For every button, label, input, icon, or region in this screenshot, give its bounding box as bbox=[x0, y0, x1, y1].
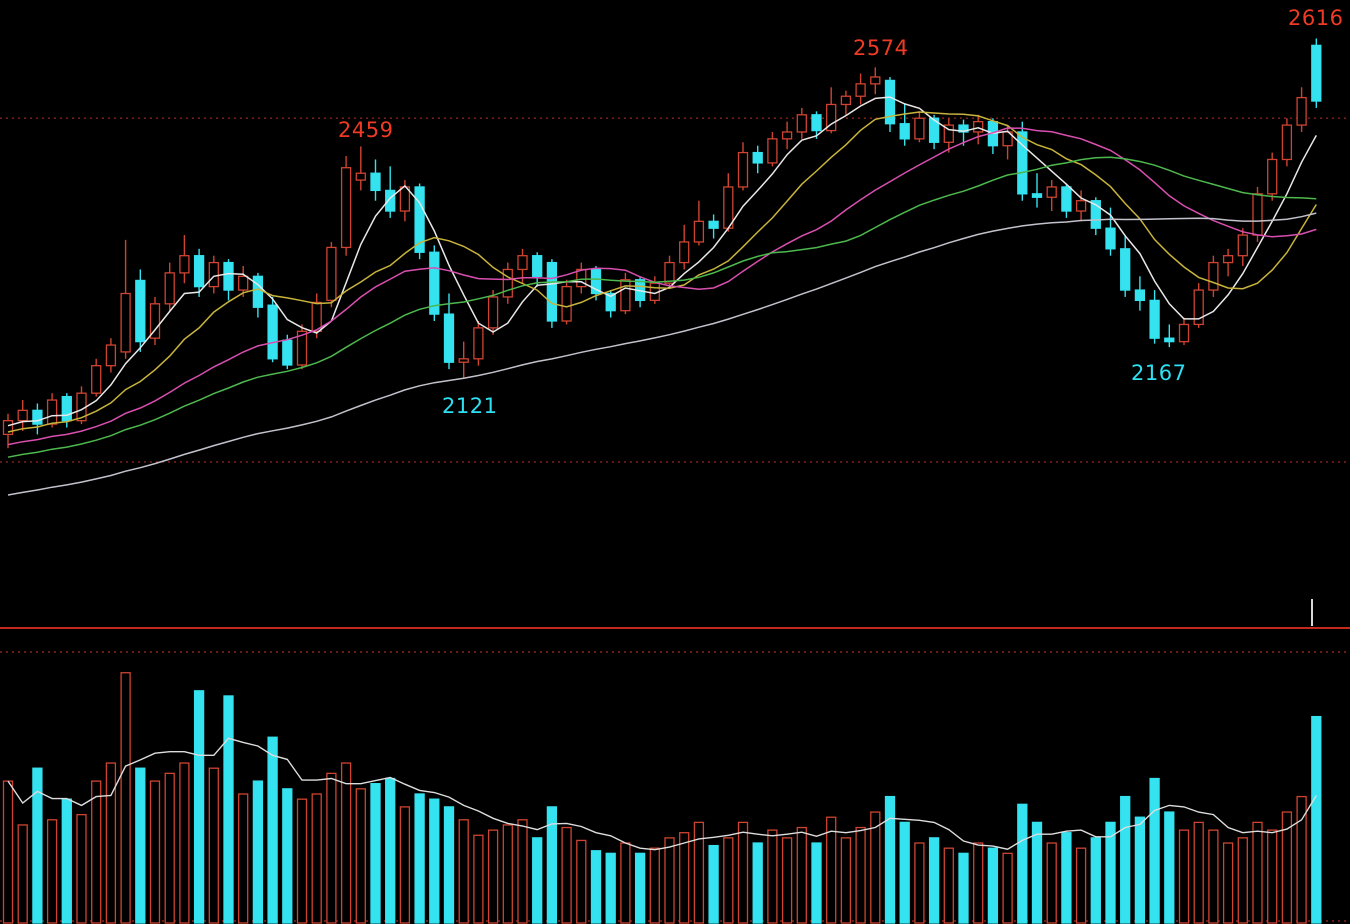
price-label-peak-2459: 2459 bbox=[338, 118, 394, 142]
price-label-low-2167: 2167 bbox=[1131, 361, 1187, 385]
ma-line-5 bbox=[7, 96, 1317, 427]
volume-ma-line bbox=[7, 737, 1317, 851]
ma-line-20 bbox=[7, 127, 1317, 446]
volume-bars bbox=[2, 672, 1322, 924]
ma-line-30 bbox=[7, 156, 1317, 458]
candles-series bbox=[2, 38, 1322, 449]
price-label-peak-2574: 2574 bbox=[853, 36, 909, 60]
ma-line-10 bbox=[7, 111, 1317, 433]
ma-line-60 bbox=[7, 212, 1317, 496]
price-label-low-2121: 2121 bbox=[442, 394, 498, 418]
crosshair-tick bbox=[1311, 599, 1313, 626]
price-label-high-2616: 2616 bbox=[1288, 6, 1344, 30]
